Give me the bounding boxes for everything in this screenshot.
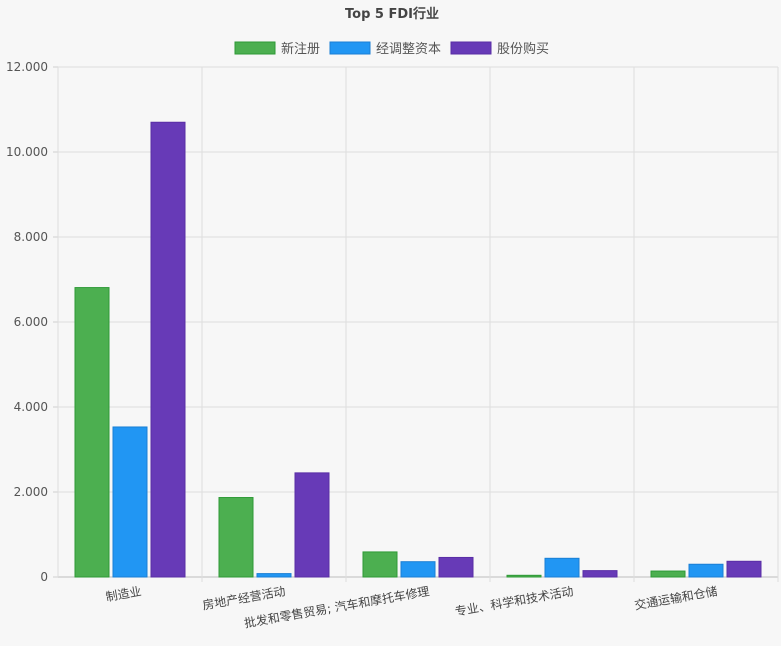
y-tick-label: 12.000 (6, 60, 48, 74)
x-tick-label: 专业、科学和技术活动 (454, 583, 575, 619)
bar (582, 570, 618, 578)
x-tick-label: 制造业 (105, 584, 143, 604)
bar (256, 573, 292, 578)
y-tick-label: 8.000 (14, 230, 48, 244)
legend-label: 新注册 (281, 41, 320, 57)
bar (150, 121, 186, 578)
y-tick-label: 2.000 (14, 485, 48, 499)
bar (112, 426, 148, 578)
legend-label: 经调整资本 (376, 42, 441, 57)
bar (650, 570, 686, 578)
legend: 新注册 经调整资本 股份购买 (234, 41, 549, 57)
legend-swatch (329, 41, 371, 55)
chart-title: Top 5 FDI行业 (345, 6, 439, 22)
bar (688, 563, 724, 578)
y-tick-label: 6.000 (14, 315, 48, 329)
bars-group (74, 121, 762, 578)
legend-swatch (450, 41, 492, 55)
x-tick-label: 房地产经营活动 (201, 583, 286, 612)
bar (438, 556, 474, 578)
bar (506, 574, 542, 578)
legend-swatch (234, 41, 276, 55)
y-tick-label: 0 (40, 570, 48, 584)
legend-label: 股份购买 (497, 41, 549, 57)
bar (294, 472, 330, 578)
bar (726, 560, 762, 578)
y-tick-label: 10.000 (6, 145, 48, 159)
y-axis: 0 2.000 4.000 6.000 8.000 10.000 12.000 (6, 60, 48, 584)
bar (544, 557, 580, 578)
bar (74, 287, 110, 578)
x-tick-label: 交通运输和仓储 (633, 583, 718, 612)
bar (400, 561, 436, 578)
y-tick-label: 4.000 (14, 400, 48, 414)
bar (218, 497, 254, 578)
bar (362, 551, 398, 578)
